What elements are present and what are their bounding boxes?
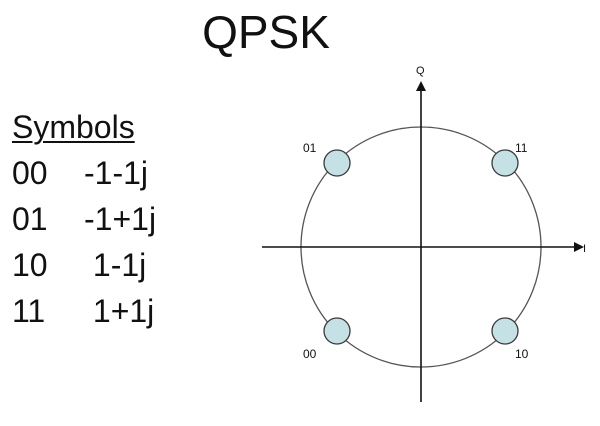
i-axis-label: I bbox=[583, 243, 586, 255]
constellation-point-label: 00 bbox=[303, 347, 317, 361]
symbol-row: 11 1+1j bbox=[12, 288, 156, 334]
symbol-value: -1+1j bbox=[84, 201, 157, 237]
symbol-bits: 11 bbox=[12, 293, 46, 329]
constellation-point-label: 11 bbox=[515, 141, 528, 155]
constellation-point-label: 01 bbox=[303, 141, 317, 155]
constellation-point-00 bbox=[323, 317, 351, 345]
constellation-point-10 bbox=[491, 317, 519, 345]
q-axis-label: Q bbox=[416, 65, 425, 77]
symbol-bits: 10 bbox=[12, 247, 48, 283]
symbols-heading: Symbols bbox=[12, 109, 135, 145]
symbols-table: Symbols 00 -1-1j 01 -1+1j 10 1-1j 11 1+1… bbox=[12, 104, 156, 334]
symbol-row: 00 -1-1j bbox=[12, 150, 156, 196]
page-title: QPSK bbox=[202, 6, 330, 58]
symbol-value: -1-1j bbox=[84, 155, 149, 191]
symbol-value: 1+1j bbox=[84, 293, 155, 329]
constellation-point-11 bbox=[491, 149, 519, 177]
constellation-point-label: 10 bbox=[515, 347, 529, 361]
symbol-row: 10 1-1j bbox=[12, 242, 156, 288]
symbol-value: 1-1j bbox=[84, 247, 147, 283]
symbol-bits: 00 bbox=[12, 155, 48, 191]
symbol-row: 01 -1+1j bbox=[12, 196, 156, 242]
symbol-bits: 01 bbox=[12, 201, 48, 237]
constellation-point-01 bbox=[323, 149, 351, 177]
